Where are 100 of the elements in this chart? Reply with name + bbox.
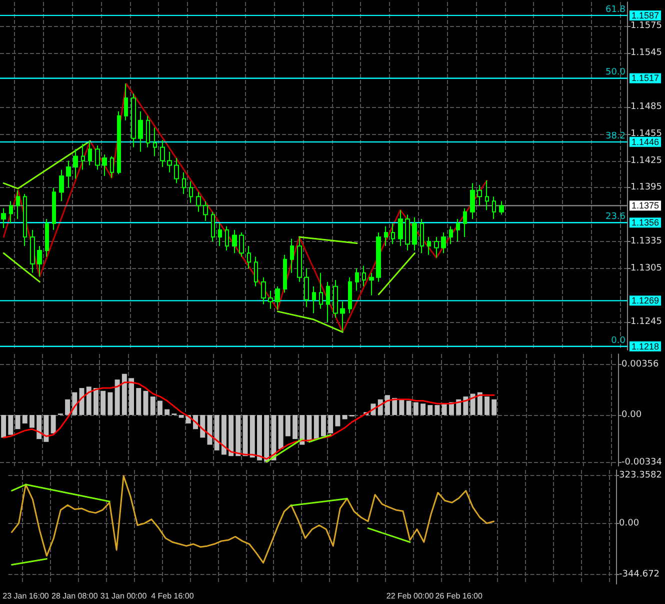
y-tick-label: 0.00 [619,518,640,528]
y-tick-label: 0.00 [622,410,642,420]
candlestick [225,226,229,251]
bar [328,414,334,434]
bar [428,405,433,415]
bar [406,400,412,415]
bar [264,414,270,462]
bar [129,378,134,415]
bar [228,414,234,456]
ref-line-label: 1.1375 [632,200,660,211]
candlestick [434,236,439,258]
candlestick [59,169,64,202]
candlestick [23,193,27,246]
ref-line-label: 1.1517 [632,73,660,84]
candlestick [30,229,35,274]
bar [278,414,284,449]
candlestick [196,192,201,212]
annotation: 0.0 [611,336,626,346]
bar [292,414,298,440]
candlestick [391,223,395,245]
annotation: 61.8 [605,4,626,15]
bar [157,400,162,415]
annotation: 38.2 [605,131,626,142]
y-tick-label: 1.1425 [630,156,662,166]
bar [314,414,319,440]
candlestick [9,200,13,224]
bar [250,414,255,458]
candlestick [239,232,244,258]
bar [122,374,127,415]
bar [100,390,106,415]
bar [257,414,262,460]
annotation: 50.0 [605,68,626,78]
candlestick [117,110,121,175]
candlestick [131,92,136,148]
y-tick-label: 1.1455 [630,128,662,139]
candlestick [146,115,150,148]
x-tick-label: 26 Feb 16:00 [435,592,483,600]
candlestick [405,214,410,251]
candlestick [138,110,143,152]
candlestick [312,286,316,314]
ref-line-label: 1.1269 [632,296,660,306]
candlestick [384,226,388,246]
bar [492,399,497,415]
candlestick [88,140,92,166]
candlestick [275,286,280,310]
y-tick-label: 1.1485 [630,102,662,112]
candlestick [449,226,453,245]
candlestick [456,218,460,242]
bar [108,392,113,415]
bar [136,388,142,415]
candlestick [362,265,366,287]
candlestick [499,200,504,216]
candlestick [304,268,309,308]
bar [321,414,326,436]
y-tick-label: 1.1545 [630,48,662,58]
bar [178,414,184,418]
candlestick [247,245,251,269]
candlestick [398,210,403,246]
bar [30,414,34,428]
ref-line-label: 1.1446 [632,136,660,147]
candlestick [348,276,352,314]
bar [384,395,390,415]
candlestick [182,172,186,194]
bar [214,414,220,450]
candlestick [189,180,193,204]
candlestick [441,232,446,254]
candlestick [477,184,482,206]
candlestick [73,148,78,180]
y-tick-label: 1.1395 [630,182,662,193]
x-tick-label: 23 Jan 16:00 [2,592,50,600]
candlestick [369,272,374,296]
y-tick-label: 1.1305 [630,263,662,274]
bar [392,398,398,415]
candlestick [376,232,381,282]
candlestick [174,158,179,184]
y-tick-label: 1.1335 [630,236,662,246]
bar [463,396,468,415]
candlestick [485,180,489,211]
bar [285,414,290,436]
bar [271,414,276,460]
candlestick [218,223,222,246]
bar [242,414,248,456]
candlestick [290,238,294,274]
candlestick [297,236,302,282]
y-tick-label: 1.1245 [630,317,662,328]
candlestick [52,187,56,230]
bar [221,414,226,455]
candlestick [167,151,172,173]
line-series [2,382,495,460]
bar [15,414,20,430]
bar [1,414,6,438]
y-tick-label: 1.1575 [630,21,662,32]
line-series [2,82,488,333]
bar [300,414,305,445]
bar [413,402,418,415]
candlestick [81,143,85,170]
bar [114,380,120,415]
line-series [11,475,495,564]
bar [399,399,404,415]
y-tick-label: 323.3582 [619,470,662,480]
